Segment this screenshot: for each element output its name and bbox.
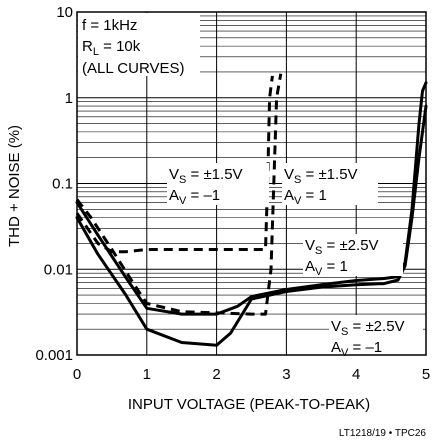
condition-load-sub: L <box>93 46 99 58</box>
series-line-4 <box>75 104 428 347</box>
condition-load: RL = 10k <box>82 38 141 58</box>
condition-all-curves: (ALL CURVES) <box>82 60 185 77</box>
x-tick-label: 1 <box>143 366 151 383</box>
y-tick-label: 10 <box>56 4 73 21</box>
x-tick-label: 3 <box>282 366 290 383</box>
conditions-box: f = 1kHz RL = 10k (ALL CURVES) <box>78 13 200 77</box>
plot-frame <box>76 11 427 356</box>
label-supply: VS = ±1.5V <box>284 166 358 186</box>
y-tick-label: 0.1 <box>52 176 73 193</box>
x-axis-title: INPUT VOLTAGE (PEAK-TO-PEAK) <box>128 396 370 413</box>
label-supply: VS = ±2.5V <box>305 237 379 257</box>
label-background <box>303 234 403 276</box>
label-gain: AV = 1 <box>284 187 327 207</box>
condition-load-main: R <box>82 38 93 55</box>
label-background <box>282 163 378 205</box>
x-tick-label: 2 <box>212 366 220 383</box>
y-axis-title: THD + NOISE (%) <box>6 125 23 247</box>
x-tick-label: 4 <box>352 366 360 383</box>
footnote: LT1218/19 • TPC26 <box>339 428 427 439</box>
condition-frequency: f = 1kHz <box>82 17 137 34</box>
x-tick-label: 5 <box>422 366 430 383</box>
y-tick-label: 1 <box>65 90 73 107</box>
label-gain: AV = –1 <box>169 187 220 207</box>
label-supply: VS = ±1.5V <box>169 166 243 186</box>
label-background <box>167 163 269 205</box>
label-background <box>329 315 423 357</box>
x-tick-label: 0 <box>73 366 81 383</box>
label-supply: VS = ±2.5V <box>331 318 405 338</box>
label-gain: AV = –1 <box>331 339 382 359</box>
condition-load-rest: = 10k <box>99 38 141 55</box>
x-tick-labels: 0 1 2 3 4 5 <box>73 366 430 383</box>
y-tick-label: 0.001 <box>35 347 73 364</box>
y-tick-label: 0.01 <box>44 261 73 278</box>
label-gain: AV = 1 <box>305 258 348 278</box>
y-tick-labels: 10 1 0.1 0.01 0.001 <box>35 4 73 364</box>
